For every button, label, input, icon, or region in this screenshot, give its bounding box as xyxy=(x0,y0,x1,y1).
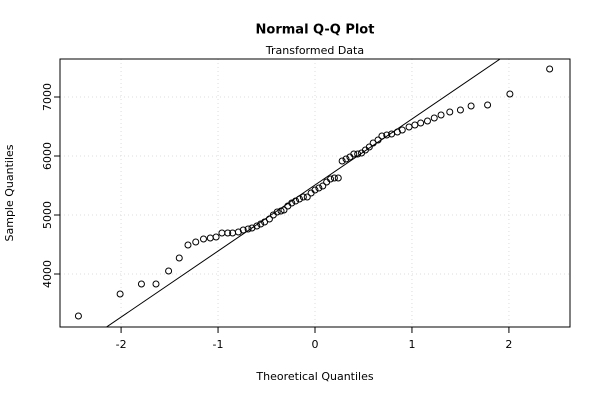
point xyxy=(467,102,475,110)
y-tick-label: 4000 xyxy=(41,260,54,288)
point xyxy=(446,108,454,116)
point xyxy=(342,155,350,163)
point xyxy=(295,195,303,203)
point xyxy=(456,106,464,114)
point xyxy=(315,184,323,192)
point xyxy=(484,101,492,109)
y-tick-label: 6000 xyxy=(41,142,54,170)
chart-title: Normal Q-Q Plot xyxy=(256,23,375,38)
point xyxy=(327,175,335,183)
reference-line xyxy=(105,59,501,327)
point xyxy=(506,90,514,98)
point xyxy=(239,226,247,234)
x-tick-label: -1 xyxy=(213,338,224,351)
point xyxy=(206,234,214,242)
point xyxy=(257,220,265,228)
chart-subtitle: Transformed Data xyxy=(265,44,364,57)
point xyxy=(184,241,192,249)
point xyxy=(374,136,382,144)
y-tick-label: 5000 xyxy=(41,201,54,229)
x-axis-label: Theoretical Quantiles xyxy=(255,370,373,383)
point xyxy=(365,143,373,151)
point xyxy=(261,218,269,226)
point xyxy=(277,207,285,215)
point xyxy=(199,235,207,243)
point xyxy=(137,280,145,288)
point xyxy=(423,117,431,125)
point xyxy=(288,199,296,207)
point xyxy=(311,186,319,194)
point xyxy=(244,225,252,233)
point xyxy=(350,150,358,158)
point xyxy=(253,222,261,230)
point xyxy=(280,206,288,214)
point xyxy=(299,193,307,201)
x-tick-label: 2 xyxy=(505,338,512,351)
point xyxy=(330,174,338,182)
point xyxy=(116,290,124,298)
point xyxy=(430,114,438,122)
point xyxy=(383,131,391,139)
x-tick-label: 0 xyxy=(312,338,319,351)
point xyxy=(218,229,226,237)
point xyxy=(338,157,346,165)
point xyxy=(378,132,386,140)
plot-frame xyxy=(59,58,571,328)
point xyxy=(334,174,342,182)
point xyxy=(417,119,425,127)
point xyxy=(398,126,406,134)
x-tick-label: 1 xyxy=(408,338,415,351)
point xyxy=(165,267,173,275)
point xyxy=(224,229,232,237)
point xyxy=(437,111,445,119)
point xyxy=(546,65,554,73)
point xyxy=(405,123,413,131)
point xyxy=(152,280,160,288)
y-axis-label: Sample Quantiles xyxy=(3,144,16,241)
x-tick-label: -2 xyxy=(116,338,127,351)
point xyxy=(212,233,220,241)
y-tick-label: 7000 xyxy=(41,83,54,111)
point xyxy=(319,182,327,190)
point xyxy=(74,312,82,320)
point xyxy=(292,197,300,205)
point xyxy=(411,121,419,129)
point xyxy=(273,208,281,216)
point xyxy=(265,215,273,223)
point xyxy=(175,254,183,262)
point xyxy=(303,193,311,201)
point xyxy=(192,238,200,246)
point xyxy=(354,150,362,158)
point xyxy=(369,139,377,147)
